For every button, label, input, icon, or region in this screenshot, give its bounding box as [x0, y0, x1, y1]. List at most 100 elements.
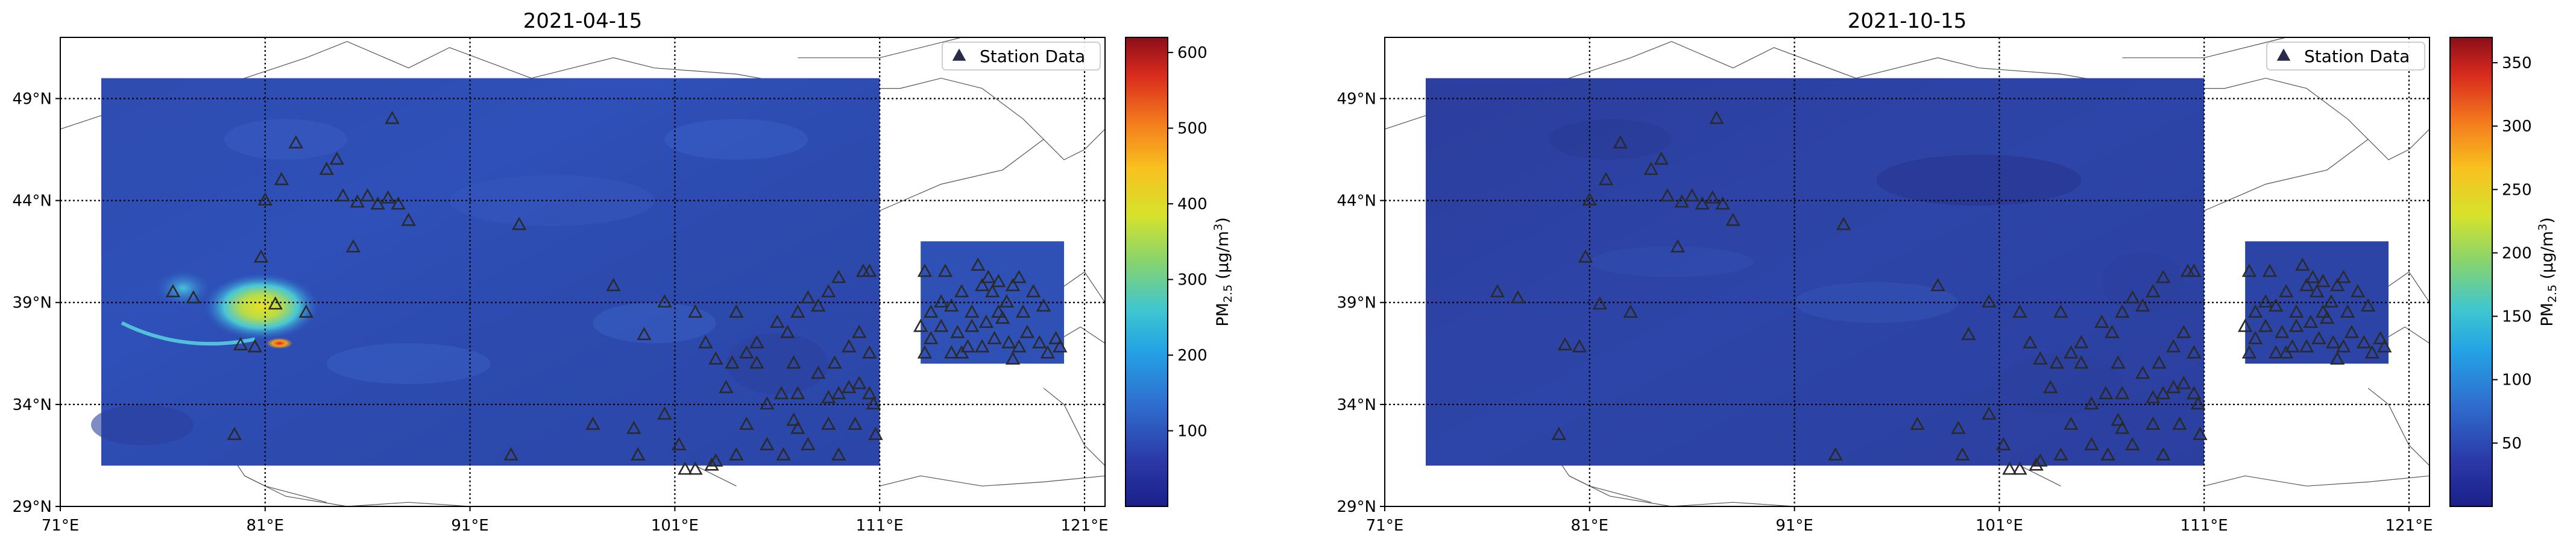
station-marker	[917, 345, 933, 359]
x-tick-label: 91°E	[451, 517, 489, 535]
station-marker	[1040, 345, 1056, 359]
station-marker	[2344, 324, 2360, 338]
station-marker	[2135, 298, 2150, 312]
station-marker	[1613, 135, 1628, 149]
station-marker	[2146, 284, 2161, 298]
station-marker	[657, 406, 672, 420]
station-marker	[2275, 324, 2290, 338]
station-marker	[770, 314, 785, 328]
field-patch	[664, 119, 808, 160]
pollution-band	[121, 321, 256, 346]
field-patch	[90, 404, 194, 446]
field-patch	[224, 119, 347, 160]
station-marker	[954, 284, 969, 298]
y-tick-label: 44°N	[12, 192, 52, 210]
station-marker	[1053, 339, 1068, 353]
station-marker	[801, 436, 816, 450]
station-marker	[1951, 420, 1966, 434]
station-marker	[937, 263, 953, 277]
station-marker	[274, 172, 289, 186]
legend-label: Station Data	[980, 46, 1085, 66]
station-marker	[790, 420, 805, 434]
station-marker	[801, 290, 816, 304]
station-marker	[2241, 345, 2257, 359]
station-marker	[1715, 196, 1730, 210]
legend-box	[2266, 42, 2425, 71]
colorbar-label-sub: 2.5	[1221, 285, 1235, 303]
station-marker	[1019, 324, 1035, 338]
station-marker	[2316, 304, 2331, 318]
station-marker	[329, 151, 344, 165]
station-marker	[842, 339, 857, 353]
station-marker	[2146, 390, 2161, 404]
station-marker	[1001, 335, 1016, 348]
colorbar-label-main: PM	[2538, 303, 2557, 327]
station-marker	[2098, 386, 2114, 400]
station-marker	[1961, 327, 1976, 341]
station-marker	[991, 304, 1006, 318]
station-marker	[2258, 294, 2273, 308]
station-marker	[2305, 269, 2320, 283]
station-marker	[2033, 453, 2048, 467]
colorbar-label-sub: 2.5	[2546, 285, 2559, 303]
station-marker	[2043, 380, 2058, 394]
station-marker	[2023, 335, 2038, 348]
border-line	[1043, 388, 1106, 466]
station-marker	[345, 239, 361, 253]
station-marker	[760, 396, 775, 410]
field-patch	[593, 302, 716, 344]
field-patch	[326, 343, 491, 385]
station-marker	[2012, 461, 2027, 475]
station-marker	[773, 386, 789, 400]
station-marker	[2262, 263, 2278, 277]
station-marker	[1036, 298, 1051, 312]
station-marker	[2316, 274, 2331, 288]
y-tick-label: 29°N	[1337, 498, 1376, 516]
y-tick-label: 34°N	[1337, 396, 1376, 414]
station-marker	[1598, 172, 1614, 186]
station-marker	[626, 420, 641, 434]
station-marker	[1048, 330, 1063, 344]
station-marker	[2125, 436, 2140, 450]
colorbar-label-sup: 3	[2536, 224, 2549, 231]
station-marker	[827, 355, 842, 369]
station-marker	[2125, 290, 2140, 304]
station-marker	[335, 188, 351, 202]
colorbar-tick-label: 350	[2502, 54, 2532, 72]
station-marker	[2295, 257, 2310, 271]
station-marker	[1578, 249, 1593, 263]
station-marker	[385, 110, 400, 124]
station-marker	[688, 304, 703, 318]
station-marker	[943, 298, 959, 312]
station-marker	[2002, 461, 2017, 475]
station-marker	[917, 263, 933, 277]
station-marker	[391, 196, 406, 210]
x-tick-label: 71°E	[1366, 517, 1404, 535]
station-marker	[729, 447, 744, 461]
station-marker	[2323, 294, 2339, 308]
field-patch	[1794, 282, 1959, 323]
border-line	[981, 88, 1106, 160]
station-marker	[585, 417, 600, 430]
station-marker	[852, 376, 867, 389]
station-marker	[725, 355, 740, 369]
station-marker	[2299, 339, 2314, 353]
x-tick-label: 81°E	[1571, 517, 1609, 535]
field-patch	[1548, 119, 1672, 160]
station-marker	[776, 447, 791, 461]
station-marker	[786, 355, 801, 369]
station-marker	[2084, 436, 2099, 450]
station-marker	[2278, 284, 2294, 298]
station-marker	[1910, 417, 1925, 430]
station-marker	[1660, 188, 1675, 202]
panel-title: 2021-04-15	[523, 9, 643, 33]
field-patch	[1999, 353, 2123, 415]
station-marker	[960, 339, 975, 353]
y-tick-label: 44°N	[1337, 192, 1376, 210]
station-marker	[511, 216, 527, 230]
station-marker	[2258, 318, 2273, 332]
station-marker	[2340, 304, 2355, 318]
colorbar-label-close: )	[1214, 217, 1232, 224]
station-marker	[401, 212, 416, 226]
